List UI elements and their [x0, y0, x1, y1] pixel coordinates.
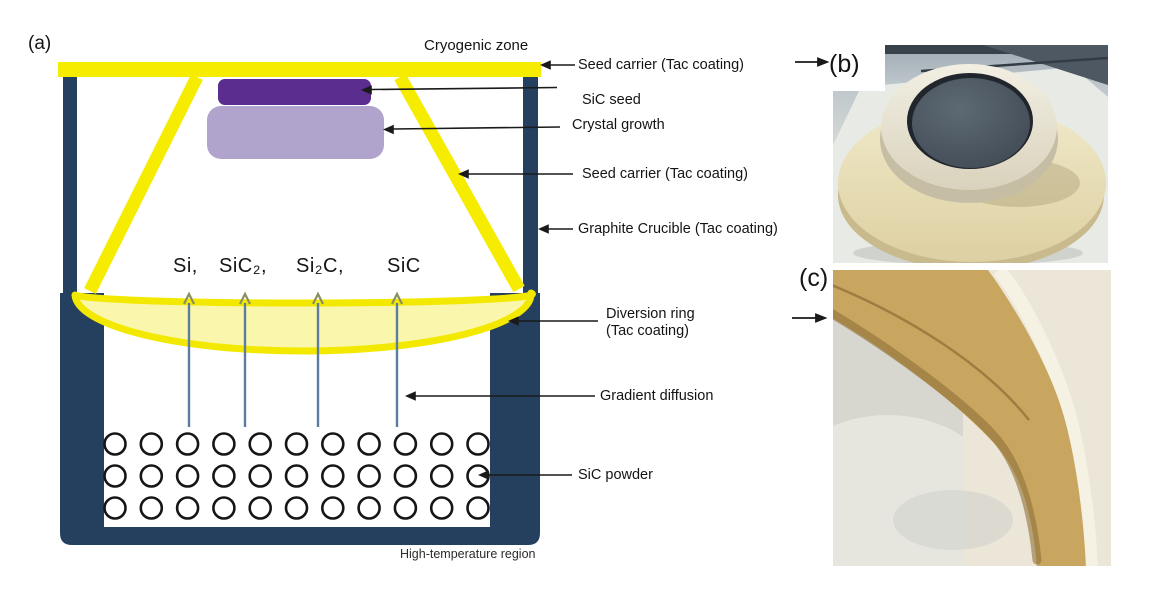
- gas-species-si: Si,: [173, 255, 198, 277]
- callout-graphite-crucible: Graphite Crucible (Tac coating): [578, 221, 778, 237]
- callout-sic-seed: SiC seed: [582, 92, 641, 108]
- callout-gradient-diffusion: Gradient diffusion: [600, 388, 714, 404]
- high-temperature-label: High-temperature region: [400, 547, 536, 561]
- cryogenic-zone-label: Cryogenic zone: [424, 37, 529, 54]
- panel-c-label: (c): [799, 264, 829, 292]
- crucible-wall-right: [523, 76, 538, 294]
- panel-a-label: (a): [28, 33, 52, 54]
- gas-species-sic: SiC: [387, 255, 421, 277]
- gradient-diffusion-arrows: [187, 303, 399, 427]
- photo-pointer-arrows: [792, 57, 830, 323]
- photo-c-ring-closeup: [833, 270, 1111, 566]
- seed-carrier-top-plate: [58, 62, 541, 77]
- sic-powder-grid: [103, 432, 490, 520]
- photo-b-art: [833, 45, 1108, 263]
- seed-carrier-cone-left: [84, 74, 203, 294]
- callout-sic-powder: SiC powder: [578, 467, 653, 483]
- callout-leaders: [361, 60, 598, 480]
- gas-species-sic2: SiC₂,: [219, 255, 268, 277]
- callout-seed-carrier-cone: Seed carrier (Tac coating): [582, 166, 749, 182]
- crucible-wall-left: [63, 76, 77, 294]
- callout-crystal-growth: Crystal growth: [572, 117, 665, 133]
- callout-diversion-ring-2: (Tac coating): [606, 323, 690, 339]
- callout-seed-carrier-top: Seed carrier (Tac coating): [578, 57, 745, 73]
- seed-carrier-cone-right: [394, 73, 525, 293]
- gas-species-si2c: Si₂C,: [296, 255, 345, 277]
- sic-seed-shape: [218, 79, 371, 105]
- photo-b-seed-carrier-ring: [833, 45, 1108, 263]
- photo-c-art: [833, 270, 1111, 566]
- panel-b-label: (b): [829, 50, 860, 78]
- gas-arrowheads: [183, 291, 403, 305]
- crystal-growth-shape: [207, 106, 384, 159]
- diversion-ring-rim: [74, 290, 535, 306]
- callout-diversion-ring: Diversion ring: [606, 306, 695, 322]
